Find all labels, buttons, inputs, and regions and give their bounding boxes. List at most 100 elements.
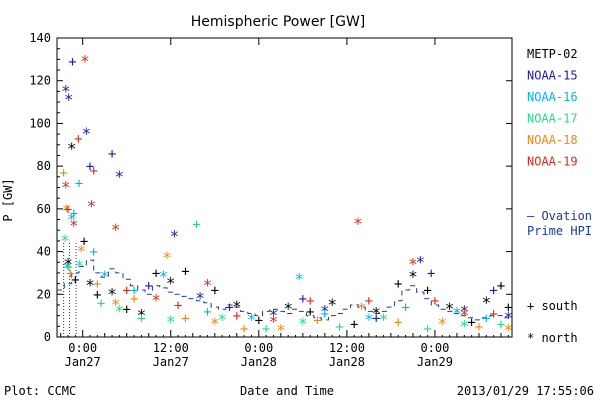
data-point: + [350, 317, 358, 333]
data-point: + [65, 260, 73, 276]
data-point: * [269, 306, 279, 325]
y-axis-label: P [GW] [1, 178, 15, 221]
data-point: * [61, 81, 71, 100]
data-point: * [82, 124, 92, 143]
data-point: + [233, 309, 241, 325]
data-point: + [145, 279, 153, 295]
data-point: * [247, 310, 257, 329]
data-point: * [353, 214, 363, 233]
y-tick-label: 120 [29, 74, 51, 88]
legend-entry: NOAA-18 [527, 133, 578, 147]
data-point: + [394, 315, 402, 331]
y-tick-label: 40 [37, 245, 51, 259]
y-tick-label: 80 [37, 159, 51, 173]
data-point: + [192, 217, 200, 233]
data-point: * [170, 227, 180, 246]
ovation-legend-line2: Prime HPI [527, 224, 592, 238]
ovation-hpi-line [57, 259, 512, 321]
data-point: + [262, 321, 270, 337]
data-point: + [225, 300, 233, 316]
data-point: * [232, 297, 242, 316]
data-point: * [415, 252, 425, 271]
data-point: * [379, 310, 389, 329]
x-axis-label: Date and Time [240, 384, 334, 398]
y-tick-label: 0 [44, 330, 51, 344]
x-tick-label-date: Jan27 [65, 355, 101, 369]
data-point: + [93, 287, 101, 303]
data-point: * [87, 197, 97, 216]
data-point: * [459, 301, 469, 320]
data-point: * [111, 295, 121, 314]
data-point: * [459, 306, 469, 325]
data-point: + [431, 294, 439, 310]
x-tick-label-date: Jan27 [153, 355, 189, 369]
data-point: * [276, 321, 286, 340]
data-point: * [481, 293, 491, 312]
data-point: + [365, 294, 373, 310]
x-tick-label-time: 0:00 [244, 341, 273, 355]
data-point: + [86, 159, 94, 175]
data-point: + [64, 202, 72, 218]
data-point: * [217, 310, 227, 329]
data-point: + [306, 294, 314, 310]
data-point: + [240, 321, 248, 337]
data-point: + [372, 311, 380, 327]
y-tick-label: 60 [37, 202, 51, 216]
data-point: + [122, 302, 130, 318]
data-point: + [89, 163, 97, 179]
y-tick-label: 100 [29, 116, 51, 130]
satellite-legend: METP-02 NOAA-15 NOAA-16 NOAA-17 NOAA-18 NOAA-… [527, 47, 578, 169]
data-point: + [181, 264, 189, 280]
data-point: * [445, 299, 455, 318]
data-point: * [504, 308, 514, 327]
data-point: + [59, 166, 67, 182]
data-point: + [97, 296, 105, 312]
ovation-legend-line1: — Ovation [527, 209, 592, 223]
x-tick-label-time: 0:00 [68, 341, 97, 355]
data-point: * [162, 248, 172, 267]
data-point: * [159, 267, 169, 286]
legend-entry: NOAA-16 [527, 90, 578, 104]
x-tick-label-date: Jan28 [241, 355, 277, 369]
data-point: + [313, 313, 321, 329]
data-point: * [67, 210, 77, 229]
plot-timestamp: 2013/01/29 17:55:06 [457, 384, 594, 398]
data-point: + [152, 266, 160, 282]
data-point: + [89, 245, 97, 261]
legend-north-marker: * north [527, 331, 578, 345]
data-point: + [423, 321, 431, 337]
data-point: + [68, 54, 76, 70]
legend-entry: METP-02 [527, 47, 578, 61]
data-point: + [335, 319, 343, 335]
legend-entry: NOAA-19 [527, 155, 578, 169]
chart-title: Hemispheric Power [GW] [191, 14, 366, 30]
data-point: * [408, 254, 418, 273]
x-tick-label-date: Jan29 [417, 355, 453, 369]
data-point: + [423, 283, 431, 299]
data-point: + [174, 298, 182, 314]
data-point: + [80, 234, 88, 250]
data-point: * [63, 254, 73, 273]
data-point: * [283, 299, 293, 318]
data-point: * [452, 304, 462, 323]
data-point: + [467, 315, 475, 331]
data-point: + [306, 304, 314, 320]
data-point: * [76, 242, 86, 261]
data-point: * [294, 269, 304, 288]
plot-credit: Plot: CCMC [4, 384, 76, 398]
data-point: + [504, 300, 512, 316]
data-point: + [497, 317, 505, 333]
data-point: + [475, 319, 483, 335]
data-point: * [320, 301, 330, 320]
data-point: * [269, 312, 279, 331]
data-point: * [115, 167, 125, 186]
data-point: * [100, 267, 110, 286]
data-point: + [74, 131, 82, 147]
data-point: + [211, 283, 219, 299]
x-tick-label-time: 12:00 [329, 341, 365, 355]
data-point: * [327, 295, 337, 314]
data-point: * [210, 314, 220, 333]
data-point: + [427, 266, 435, 282]
data-point: * [64, 90, 74, 109]
data-point: + [75, 176, 83, 192]
